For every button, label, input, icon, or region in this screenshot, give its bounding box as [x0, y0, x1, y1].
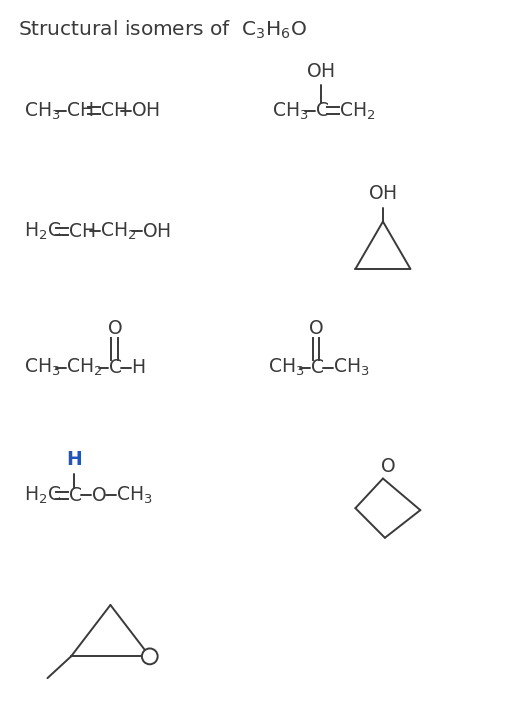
Text: $\mathregular{CH_2}$: $\mathregular{CH_2}$	[99, 221, 136, 242]
Text: $\mathregular{O}$: $\mathregular{O}$	[91, 486, 107, 505]
Text: $\mathregular{OH}$: $\mathregular{OH}$	[142, 222, 171, 241]
Text: $\mathregular{CH}$: $\mathregular{CH}$	[68, 222, 95, 241]
Text: $\mathregular{CH_3}$: $\mathregular{CH_3}$	[268, 357, 304, 378]
Text: $\mathregular{CH}$: $\mathregular{CH}$	[66, 102, 94, 121]
Text: $\mathregular{CH_3}$: $\mathregular{CH_3}$	[24, 357, 60, 378]
Text: $\mathregular{OH}$: $\mathregular{OH}$	[368, 184, 398, 203]
Text: $\mathregular{H_2C}$: $\mathregular{H_2C}$	[24, 221, 61, 242]
Text: $\mathregular{CH_3}$: $\mathregular{CH_3}$	[272, 100, 308, 121]
Text: $\mathregular{CH_2}$: $\mathregular{CH_2}$	[66, 357, 102, 378]
Text: $\mathregular{CH_3}$: $\mathregular{CH_3}$	[24, 100, 60, 121]
Text: $\mathregular{OH}$: $\mathregular{OH}$	[131, 102, 160, 121]
Text: $\mathregular{C}$: $\mathregular{C}$	[109, 359, 123, 377]
Circle shape	[142, 649, 158, 664]
Text: $\mathregular{CH_3}$: $\mathregular{CH_3}$	[333, 357, 369, 378]
Text: H: H	[66, 450, 82, 469]
Text: $\mathregular{OH}$: $\mathregular{OH}$	[306, 62, 335, 81]
Text: $\mathregular{CH}$: $\mathregular{CH}$	[99, 102, 127, 121]
Text: $\mathregular{H}$: $\mathregular{H}$	[131, 359, 145, 377]
Text: $\mathregular{CH_2}$: $\mathregular{CH_2}$	[339, 100, 375, 121]
Text: $\mathregular{O}$: $\mathregular{O}$	[107, 319, 122, 337]
Text: $\mathregular{H_2C}$: $\mathregular{H_2C}$	[24, 484, 61, 506]
Text: $\mathregular{CH_3}$: $\mathregular{CH_3}$	[116, 484, 153, 506]
Text: $\mathregular{C}$: $\mathregular{C}$	[310, 359, 324, 377]
Text: $\mathregular{O}$: $\mathregular{O}$	[308, 319, 324, 337]
Text: $\mathregular{O}$: $\mathregular{O}$	[380, 457, 396, 476]
Text: $\mathregular{C}$: $\mathregular{C}$	[315, 102, 329, 121]
Text: Structural isomers of  $\mathregular{C_3H_6O}$: Structural isomers of $\mathregular{C_3H…	[18, 19, 307, 41]
Text: $\mathregular{C}$: $\mathregular{C}$	[68, 486, 82, 505]
